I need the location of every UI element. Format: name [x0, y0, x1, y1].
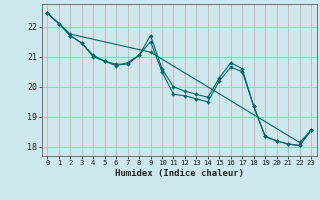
X-axis label: Humidex (Indice chaleur): Humidex (Indice chaleur) [115, 169, 244, 178]
